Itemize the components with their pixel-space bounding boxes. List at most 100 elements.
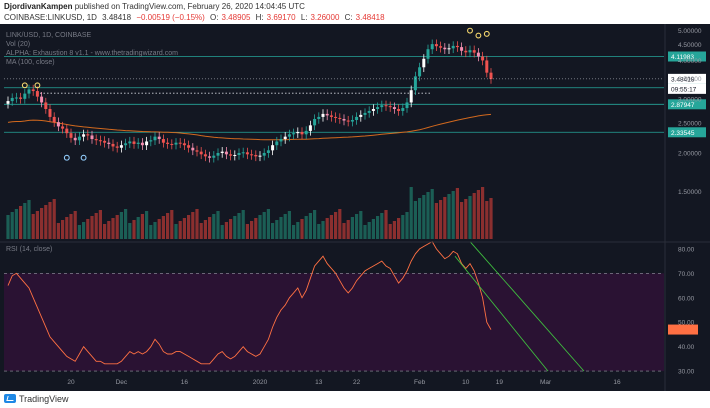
volume-bar: [237, 213, 241, 239]
candle-body: [279, 139, 283, 142]
candle-body: [98, 140, 102, 142]
volume-bar: [166, 213, 170, 239]
volume-bar: [182, 218, 186, 239]
time-tick-label: Dec: [116, 379, 128, 386]
volume-bar: [460, 202, 464, 239]
level-tag: [668, 99, 706, 110]
exhaustion-marker: [475, 32, 482, 39]
volume-bar: [161, 216, 165, 239]
rsi-tick-label: 80.00: [678, 246, 695, 253]
candle-body: [233, 154, 237, 156]
candle-body: [124, 143, 128, 146]
level-label: 2.87947: [671, 102, 695, 109]
price-tick-label: 4.00000: [678, 58, 702, 65]
publish-line: DjordivanKampen published on TradingView…: [4, 2, 305, 11]
candle-body: [10, 97, 14, 102]
candle-body: [338, 117, 342, 119]
candle-body: [178, 142, 182, 144]
price-pane[interactable]: 4.119833.260282.879472.335453.4841809:55…: [4, 27, 706, 239]
candle-body: [275, 141, 279, 146]
high-value: 3.69170: [266, 13, 296, 22]
volume-bar: [94, 213, 98, 239]
price-tick-label: 2.50000: [678, 121, 702, 128]
candle-body: [245, 152, 249, 155]
volume-bar: [19, 206, 23, 239]
volume-bar: [216, 211, 220, 239]
volume-bar: [44, 205, 48, 239]
candle-body: [140, 142, 144, 146]
candle-body: [342, 118, 346, 121]
countdown-tag: [668, 83, 706, 94]
countdown-label: 09:55:17: [671, 86, 697, 93]
candle-body: [313, 118, 317, 126]
candle-body: [208, 156, 212, 158]
volume-bar: [355, 214, 359, 239]
volume-bar: [388, 224, 392, 239]
candle-body: [418, 67, 422, 77]
volume-bar: [48, 202, 52, 239]
candle-body: [262, 152, 266, 156]
footer: TradingView: [0, 391, 710, 408]
candle-body: [27, 89, 31, 94]
rsi-pane[interactable]: [4, 240, 698, 372]
candle-body: [229, 154, 233, 156]
candle-body: [426, 49, 430, 59]
candle-body: [77, 136, 81, 141]
rsi-tick-label: 40.00: [678, 344, 695, 351]
time-tick-label: 13: [315, 379, 323, 386]
volume-bar: [229, 219, 233, 239]
volume-bar: [203, 220, 207, 239]
candle-body: [422, 58, 426, 68]
candle-body: [296, 132, 300, 134]
exhaustion-marker: [21, 82, 28, 89]
rsi-tick-label: 50.00: [678, 320, 695, 327]
volume-bar: [283, 214, 287, 239]
candle-body: [82, 134, 86, 137]
candle-body: [308, 125, 312, 131]
candle-body: [52, 116, 56, 123]
volume-bar: [35, 211, 39, 239]
indicator-rsi: RSI (14, close): [6, 246, 52, 253]
candle-body: [56, 122, 60, 127]
volume-bar: [40, 208, 44, 239]
exhaustion-marker: [80, 154, 87, 161]
volume-bar: [405, 212, 409, 239]
candle-body: [464, 50, 468, 53]
volume-bar: [224, 222, 228, 239]
time-tick-label: Feb: [414, 379, 426, 386]
volume-bar: [367, 222, 371, 239]
volume-bar: [426, 192, 430, 239]
candle-body: [476, 52, 480, 57]
volume-bar: [187, 215, 191, 239]
time-tick-label: 10: [462, 379, 470, 386]
price-tick-label: 2.00000: [678, 150, 702, 157]
volume-bar: [489, 198, 493, 239]
volume-bar: [371, 219, 375, 239]
volume-bar: [195, 209, 199, 239]
candle-body: [283, 136, 287, 140]
candle-body: [149, 140, 153, 142]
level-label: 4.11983: [671, 54, 694, 61]
candle-body: [455, 45, 459, 48]
candle-body: [258, 155, 262, 157]
tradingview-logo[interactable]: TradingView: [4, 394, 69, 404]
volume-bar: [271, 223, 275, 239]
volume-bar: [174, 224, 178, 239]
volume-bar: [443, 197, 447, 239]
level-tag: [668, 51, 706, 62]
volume-bar: [304, 216, 308, 239]
author-name[interactable]: DjordivanKampen: [4, 2, 73, 11]
rsi-band: [4, 273, 664, 372]
candle-body: [237, 152, 241, 155]
volume-bar: [392, 221, 396, 239]
volume-bar: [317, 224, 321, 239]
candle-body: [90, 135, 94, 140]
volume-bar: [308, 213, 312, 239]
volume-bar: [266, 209, 270, 239]
chart-area[interactable]: 4.119833.260282.879472.335453.4841809:55…: [0, 24, 710, 391]
candle-body: [216, 152, 220, 156]
candle-body: [292, 133, 296, 135]
candle-body: [321, 113, 325, 117]
candle-body: [86, 134, 90, 136]
chart-header: DjordivanKampen published on TradingView…: [0, 0, 710, 24]
